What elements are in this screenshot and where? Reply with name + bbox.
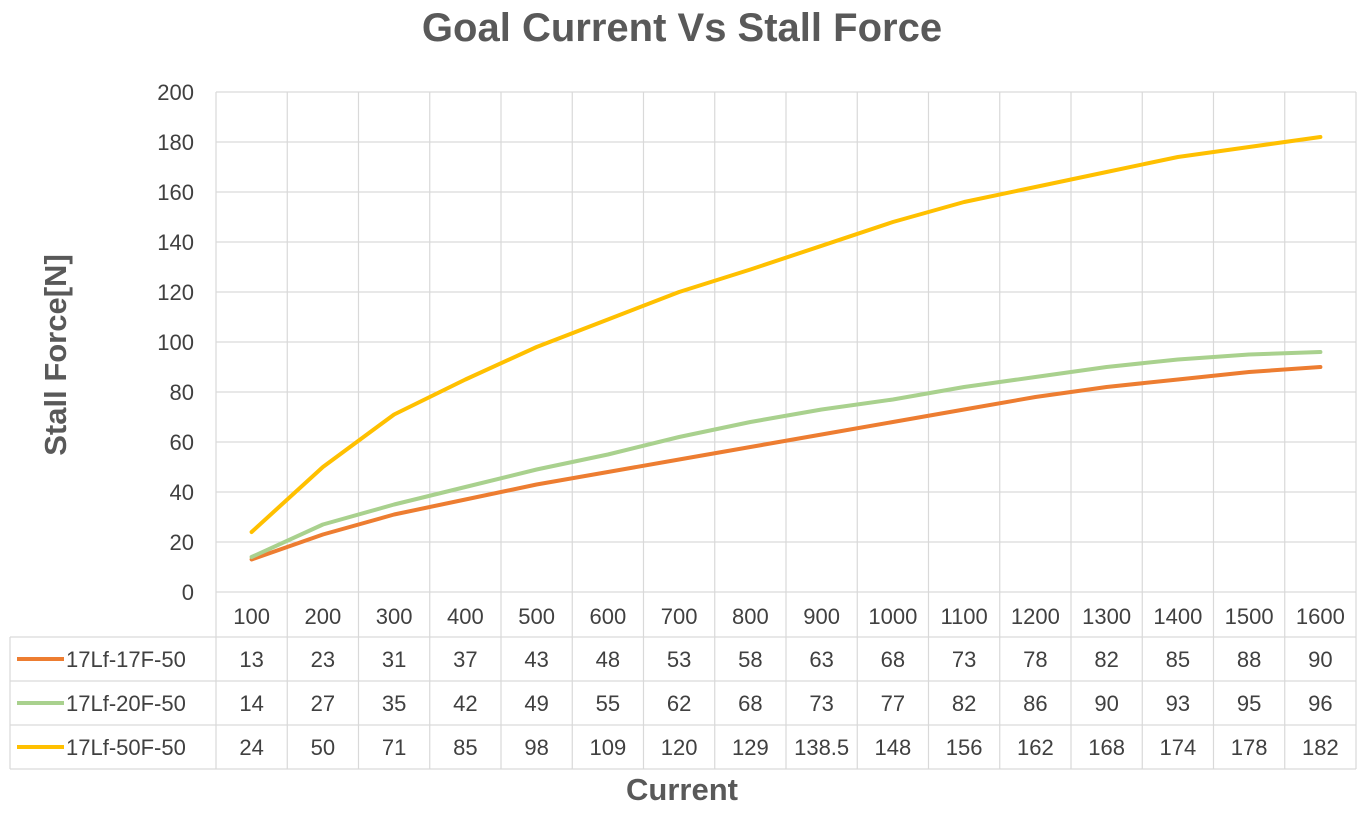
series-line-3	[249, 135, 1323, 534]
y-tick-label: 160	[157, 180, 194, 205]
table-cell-value: 35	[382, 691, 406, 716]
table-cell-value: 55	[596, 691, 620, 716]
table-cell-value: 86	[1023, 691, 1047, 716]
table-cell-value: 43	[524, 647, 548, 672]
x-tick-label: 400	[447, 604, 484, 629]
table-cell-value: 156	[946, 735, 983, 760]
x-tick-label: 500	[518, 604, 555, 629]
table-cell-value: 63	[809, 647, 833, 672]
y-tick-label: 100	[157, 330, 194, 355]
legend-label: 17Lf-50F-50	[66, 735, 186, 760]
x-tick-label: 1200	[1011, 604, 1060, 629]
table-cell-value: 71	[382, 735, 406, 760]
table-cell-value: 178	[1231, 735, 1268, 760]
table-cell-value: 182	[1302, 735, 1339, 760]
table-cell-value: 27	[311, 691, 335, 716]
table-cell-value: 68	[881, 647, 905, 672]
data-table: 17Lf-17F-50 13 23 31 37 43 48 53 58 63 68 73 78 82 85 8…	[9, 636, 1357, 770]
series-line-2	[249, 350, 1323, 559]
x-axis-title: Current	[626, 772, 738, 807]
table-cell-value: 73	[809, 691, 833, 716]
table-cell-value: 85	[453, 735, 477, 760]
table-cell-value: 58	[738, 647, 762, 672]
table-cell-value: 85	[1166, 647, 1190, 672]
series-lines	[249, 135, 1323, 562]
table-cell-value: 98	[524, 735, 548, 760]
y-tick-label: 120	[157, 280, 194, 305]
table-cell-value: 129	[732, 735, 769, 760]
table-cell-value: 73	[952, 647, 976, 672]
y-tick-label: 40	[170, 480, 194, 505]
table-cell-value: 168	[1088, 735, 1125, 760]
y-tick-label: 60	[170, 430, 194, 455]
table-cell-value: 109	[590, 735, 627, 760]
x-tick-label: 200	[305, 604, 342, 629]
series-line-1	[249, 365, 1323, 562]
x-tick-label: 900	[803, 604, 840, 629]
x-tick-label: 1600	[1296, 604, 1345, 629]
x-tick-label: 1500	[1225, 604, 1274, 629]
legend-label: 17Lf-20F-50	[66, 691, 186, 716]
table-cell-value: 23	[311, 647, 335, 672]
table-cell-value: 37	[453, 647, 477, 672]
y-tick-label: 20	[170, 530, 194, 555]
x-tick-label: 300	[376, 604, 413, 629]
table-cell-value: 77	[881, 691, 905, 716]
table-cell-value: 13	[239, 647, 263, 672]
axis-labels: 0 20 40 60 80 100 120 140 160 180 200 100 200 300 400 5…	[157, 80, 1345, 629]
legend-label: 17Lf-17F-50	[66, 647, 186, 672]
table-cell-value: 49	[524, 691, 548, 716]
table-cell-value: 31	[382, 647, 406, 672]
table-cell-value: 48	[596, 647, 620, 672]
x-tick-label: 1000	[868, 604, 917, 629]
x-tick-label: 700	[661, 604, 698, 629]
table-cell-value: 82	[1094, 647, 1118, 672]
y-tick-label: 140	[157, 230, 194, 255]
table-cell-value: 78	[1023, 647, 1047, 672]
table-cell-value: 68	[738, 691, 762, 716]
x-tick-label: 100	[233, 604, 270, 629]
gridlines	[215, 91, 1357, 637]
x-tick-label: 800	[732, 604, 769, 629]
table-cell-value: 42	[453, 691, 477, 716]
x-tick-label: 600	[590, 604, 627, 629]
table-cell-value: 88	[1237, 647, 1261, 672]
y-tick-label: 180	[157, 130, 194, 155]
table-cell-value: 62	[667, 691, 691, 716]
table-cell-value: 14	[239, 691, 263, 716]
table-cell-value: 138.5	[794, 735, 849, 760]
table-cell-value: 93	[1166, 691, 1190, 716]
y-tick-label: 0	[182, 580, 194, 605]
table-cell-value: 174	[1160, 735, 1197, 760]
table-cell-value: 50	[311, 735, 335, 760]
x-tick-label: 1400	[1153, 604, 1202, 629]
x-tick-label: 1100	[940, 604, 987, 629]
x-tick-label: 1300	[1082, 604, 1131, 629]
table-cell-value: 53	[667, 647, 691, 672]
table-cell-value: 148	[875, 735, 912, 760]
table-cell-value: 96	[1308, 691, 1332, 716]
table-cell-value: 90	[1094, 691, 1118, 716]
y-tick-label: 80	[170, 380, 194, 405]
table-cell-value: 82	[952, 691, 976, 716]
table-cell-value: 95	[1237, 691, 1261, 716]
table-cell-value: 24	[239, 735, 263, 760]
chart-title: Goal Current Vs Stall Force	[421, 6, 943, 50]
table-cell-value: 162	[1017, 735, 1054, 760]
y-tick-label: 200	[157, 80, 194, 105]
table-cell-value: 120	[661, 735, 698, 760]
table-cell-value: 90	[1308, 647, 1332, 672]
